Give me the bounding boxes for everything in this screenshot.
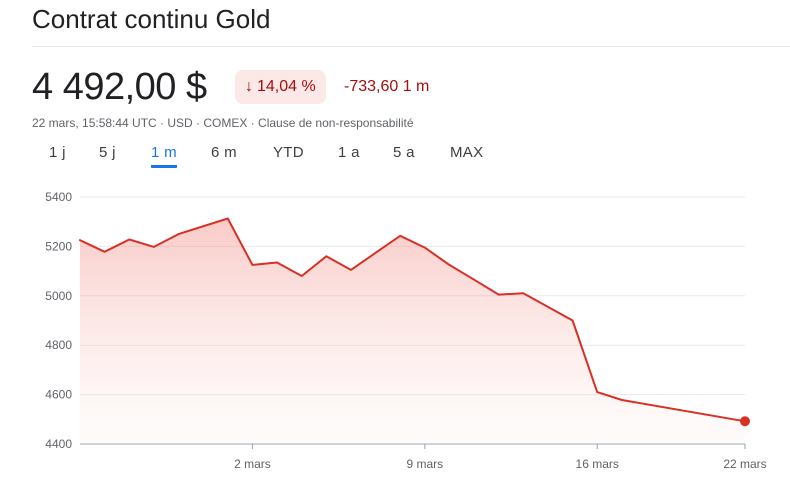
y-tick-label: 4400	[45, 437, 72, 451]
range-tab-6m[interactable]: 6 m	[211, 144, 237, 161]
change-percent-value: 14,04 %	[257, 78, 316, 95]
x-tick-label: 16 mars	[576, 457, 619, 471]
chart-area-layer	[79, 217, 746, 444]
quote-meta: 22 mars, 15:58:44 UTC · USD · COMEX · Cl…	[32, 116, 414, 130]
chart-marker-layer	[740, 416, 750, 427]
range-tab-max[interactable]: MAX	[450, 144, 484, 161]
x-tick-label: 22 mars	[723, 457, 766, 471]
change-absolute-value: -733,60 1 m	[344, 78, 430, 95]
y-tick-label: 5000	[45, 289, 72, 303]
y-tick-label: 4800	[45, 338, 72, 352]
y-tick-label: 5200	[45, 239, 72, 253]
x-tick-label: 2 mars	[234, 457, 271, 471]
range-tab-1d[interactable]: 1 j	[49, 144, 66, 161]
range-tab-5d[interactable]: 5 j	[99, 144, 116, 161]
arrow-down-icon: ↓	[245, 78, 253, 95]
last-price-dot	[740, 416, 750, 427]
range-tab-1y[interactable]: 1 a	[338, 144, 360, 161]
price-line	[79, 217, 746, 423]
title-divider	[32, 46, 790, 47]
page-title: Contrat continu Gold	[32, 4, 271, 34]
price-chart[interactable]: 5400 5200 5000 4800 4600 4400 2 mars 9 mars 16 …	[0, 180, 790, 482]
y-axis-labels: 5400 5200 5000 4800 4600 4400	[45, 190, 72, 451]
y-tick-label: 5400	[45, 190, 72, 204]
range-tab-1m[interactable]: 1 m	[151, 144, 177, 168]
quote-meta-text: 22 mars, 15:58:44 UTC · USD · COMEX · Cl…	[32, 116, 414, 130]
x-tick-label: 9 mars	[406, 457, 443, 471]
range-tab-5y[interactable]: 5 a	[393, 144, 415, 161]
range-tab-ytd[interactable]: YTD	[273, 144, 304, 161]
change-percent-badge: ↓ 14,04 %	[235, 70, 326, 104]
x-axis: 2 mars 9 mars 16 mars 22 mars	[234, 444, 767, 471]
price-area-fill	[80, 218, 745, 444]
current-price: 4 492,00 $	[32, 66, 207, 108]
y-tick-label: 4600	[45, 388, 72, 402]
